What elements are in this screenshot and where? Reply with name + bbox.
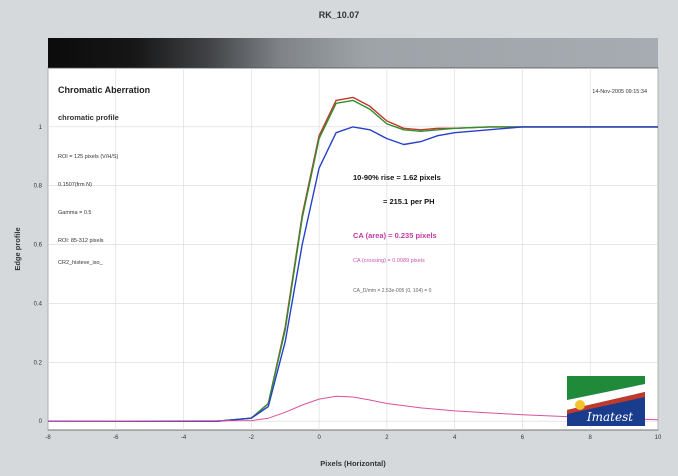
series-line-blue bbox=[48, 126, 658, 422]
y-tick-label: 0.6 bbox=[34, 243, 43, 249]
series-lines bbox=[47, 96, 659, 422]
window-title: RK_10.07 bbox=[318, 10, 360, 20]
x-tick-label: 2 bbox=[385, 435, 389, 441]
series-line-ca bbox=[47, 395, 659, 422]
y-axis-label: Edge profile bbox=[13, 227, 22, 270]
y-axis-ticks: 0 0.2 0.4 0.6 0.8 1 bbox=[34, 125, 43, 425]
x-axis-label: Pixels (Horizontal) bbox=[320, 459, 386, 468]
x-tick-label: 10 bbox=[655, 435, 662, 441]
y-tick-label: 1 bbox=[39, 125, 43, 131]
edge-gradient-strip bbox=[48, 38, 658, 68]
ca-area-annotation: CA (area) = 0.235 pixels bbox=[353, 231, 437, 240]
info-line: ROI: 85-312 pixels bbox=[58, 238, 104, 244]
svg-text:Imatest: Imatest bbox=[586, 410, 633, 424]
ca-extra-annotation: CA_D/mm = 2.53e-005 (0, 104) = 0 bbox=[353, 288, 432, 294]
plot-area bbox=[47, 67, 659, 431]
x-tick-label: 4 bbox=[453, 435, 457, 441]
info-line: ROI = 125 pixels (V/H/S) bbox=[58, 154, 119, 160]
chart-title: Chromatic Aberration bbox=[58, 85, 150, 95]
y-tick-label: 0.4 bbox=[34, 301, 43, 307]
y-tick-label: 0.2 bbox=[34, 360, 43, 366]
rise-annotation: 10-90% rise = 1.62 pixels bbox=[353, 173, 441, 182]
y-tick-label: 0.8 bbox=[34, 184, 43, 190]
y-tick-label: 0 bbox=[39, 419, 43, 425]
chart-subtitle: chromatic profile bbox=[58, 113, 119, 122]
imatest-logo: Imatest bbox=[567, 376, 645, 426]
x-tick-label: 0 bbox=[317, 435, 321, 441]
rise-ph-annotation: = 215.1 per PH bbox=[383, 197, 435, 206]
info-line: 0.1507(frm N) bbox=[58, 182, 92, 188]
info-line: Gamma = 0.5 bbox=[58, 210, 91, 216]
x-tick-label: 8 bbox=[589, 435, 593, 441]
info-line: CR2_histeve_iso_ bbox=[58, 260, 104, 266]
x-tick-label: -8 bbox=[45, 435, 51, 441]
x-axis-ticks: -8 -6 -4 -2 0 2 4 6 8 10 bbox=[45, 435, 662, 441]
x-tick-label: -6 bbox=[113, 435, 119, 441]
x-tick-label: 6 bbox=[521, 435, 525, 441]
chart-date: 14-Nov-2005 09:15:34 bbox=[592, 89, 647, 95]
x-tick-label: -4 bbox=[181, 435, 187, 441]
series-line-green bbox=[48, 99, 658, 422]
ca-crossing-annotation: CA (crossing) = 0.0089 pixels bbox=[353, 258, 425, 264]
x-tick-label: -2 bbox=[249, 435, 255, 441]
